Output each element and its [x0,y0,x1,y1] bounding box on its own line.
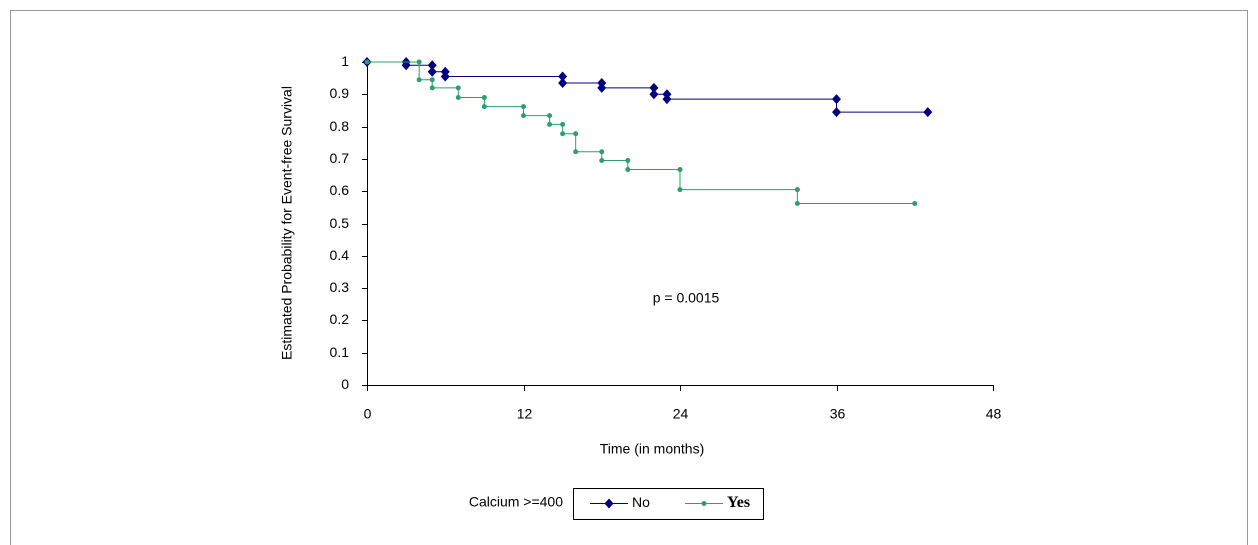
legend-box [573,488,764,520]
marker [912,200,918,206]
marker [401,60,411,71]
legend-marker [701,501,707,506]
y-tick-label: 0.2 [330,311,350,327]
x-tick-label: 12 [517,406,533,422]
marker [416,77,422,83]
marker [599,158,605,164]
legend-marker [604,498,614,509]
marker [455,85,461,91]
marker [794,187,800,193]
y-tick-label: 0.8 [330,118,350,134]
annotation: p = 0.0015 [653,290,720,306]
series-line [367,61,928,113]
y-tick-label: 0.1 [330,344,350,360]
marker [794,200,800,206]
y-tick-label: 0.5 [330,215,350,231]
legend-title: Calcium >=400 [469,494,563,510]
marker [832,107,841,118]
marker [625,167,631,173]
marker [560,121,566,127]
marker [649,89,659,100]
marker [662,94,672,105]
y-tick-label: 0.9 [330,85,350,101]
marker [649,82,659,93]
marker [560,131,566,137]
marker [481,95,487,101]
marker [677,187,683,193]
marker [427,66,437,77]
y-axis-title: Estimated Probability for Event-free Sur… [279,86,295,360]
x-axis-title: Time (in months) [600,441,705,457]
marker [558,71,568,82]
marker [625,158,631,164]
marker [599,149,605,155]
marker [923,107,933,118]
marker [558,77,568,88]
marker [481,104,487,110]
marker [429,77,435,83]
y-tick-label: 0.3 [330,279,350,295]
marker [547,121,553,127]
marker [429,85,435,91]
marker [455,95,461,101]
legend-label: Yes [727,494,750,511]
marker [547,113,553,119]
marker [521,113,526,119]
marker [573,149,579,155]
y-tick-label: 1 [341,53,349,69]
marker [416,59,422,65]
marker [521,104,526,110]
marker [832,94,841,105]
x-tick-label: 24 [673,406,689,422]
marker [573,131,579,137]
x-tick-label: 36 [830,406,846,422]
marker [677,167,683,173]
marker [440,71,450,82]
marker [364,59,370,65]
x-tick-label: 48 [986,406,1002,422]
y-tick-label: 0.6 [330,182,350,198]
x-tick-label: 0 [364,406,372,422]
marker [427,60,437,71]
legend-label: No [632,494,650,510]
y-tick-label: 0.4 [330,247,350,263]
y-tick-label: 0.7 [330,150,350,166]
series-line [367,61,915,204]
y-tick-label: 0 [341,376,349,392]
frame [10,10,1248,545]
marker [597,82,607,93]
